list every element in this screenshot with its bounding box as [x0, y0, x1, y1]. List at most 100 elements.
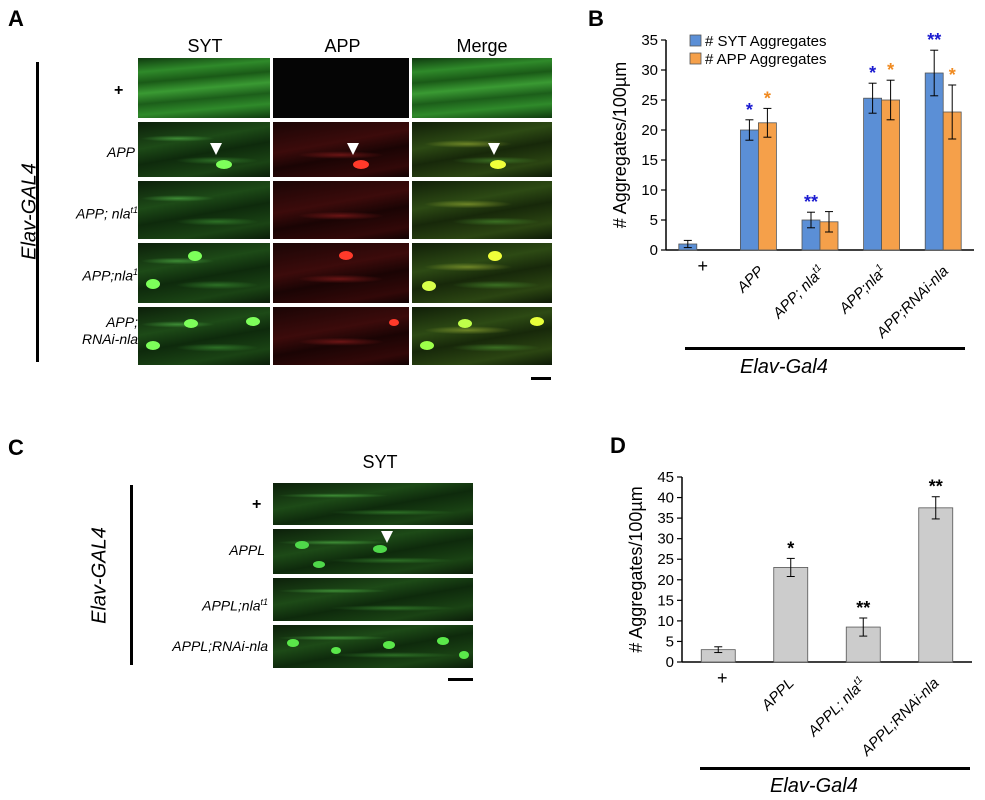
x-tick-label: APPL;RNAi-nla [857, 675, 942, 760]
panel-a-row-app-nla-t1-text: APP; nla [76, 205, 131, 222]
arrowhead-icon [347, 143, 359, 155]
aggregate-spot [490, 160, 506, 169]
panel-c-image-appl [273, 529, 473, 574]
aggregate-spot [339, 251, 353, 260]
aggregate-spot [146, 279, 160, 289]
significance-marker: ** [927, 30, 941, 50]
panel-a-row-app-nla1: APP;nla1 [40, 264, 138, 285]
y-tick-label: 5 [666, 633, 674, 650]
y-tick-label: 5 [650, 212, 658, 229]
aggregate-spot [530, 317, 544, 326]
panel-a-row-app-nla-t1: APP; nlat1 [40, 202, 138, 223]
panel-c-driver-bar [130, 485, 133, 665]
y-tick-label: 10 [657, 613, 674, 630]
y-tick-label: 20 [641, 122, 658, 139]
panel-b-driver-bar [685, 347, 965, 350]
bar [918, 507, 954, 663]
aggregate-spot [420, 341, 434, 350]
significance-marker: * [887, 60, 894, 80]
y-tick-label: 35 [657, 510, 674, 527]
y-tick-label: 35 [641, 32, 658, 49]
arrowhead-icon [488, 143, 500, 155]
panel-a-image-nla-t1-merge [412, 181, 552, 239]
panel-b-driver-label: Elav-Gal4 [740, 356, 828, 378]
panel-a-image-plus-app [273, 58, 409, 118]
y-tick-label: 20 [657, 572, 674, 589]
aggregate-spot [437, 637, 449, 645]
panel-a-image-nla-t1-app [273, 181, 409, 239]
panel-a-image-app-merge [412, 122, 552, 177]
panel-d-driver-bar [700, 767, 970, 770]
panel-a-image-nla1-app [273, 243, 409, 303]
panel-c-row-appl-nla: APPL;nlat1 [160, 594, 268, 615]
panel-c-row-appl: APPL [229, 542, 265, 558]
x-tick-label: APP [733, 263, 767, 297]
panel-d-driver-label: Elav-Gal4 [770, 775, 858, 797]
panel-b-letter: B [588, 6, 604, 31]
panel-a-image-app-app [273, 122, 409, 177]
y-tick-label: 10 [641, 182, 658, 199]
panel-a-row-plus: + [114, 82, 124, 99]
legend-swatch [689, 52, 702, 65]
x-tick-label: APPL; nlat1 [804, 674, 871, 741]
y-axis-label: # Aggregates/100µm [610, 62, 630, 228]
significance-marker: ** [804, 192, 818, 212]
significance-marker: ** [856, 598, 870, 618]
panel-c-image-plus [273, 483, 473, 525]
panel-a-row-app-nla1-text: APP;nla [82, 267, 133, 284]
aggregate-spot [331, 647, 341, 654]
panel-a-image-nla-t1-syt [138, 181, 270, 239]
panel-c-image-appl-rnai [273, 625, 473, 668]
x-tick-label-sup: 1 [874, 262, 886, 274]
panel-c-col-syt: SYT [362, 452, 398, 472]
aggregate-spot [458, 319, 472, 328]
aggregate-spot [459, 651, 469, 659]
aggregate-spot [246, 317, 260, 326]
y-tick-label: 25 [641, 92, 658, 109]
y-tick-label: 25 [657, 551, 674, 568]
panel-a-row-app-rnai-line2: RNAi-nla [81, 331, 138, 347]
y-tick-label: 30 [657, 531, 674, 548]
x-tick-label: + [717, 668, 728, 688]
significance-marker: * [949, 65, 956, 85]
y-tick-label: 15 [641, 152, 658, 169]
legend-entry: # APP Aggregates [705, 51, 827, 68]
panel-a-row-app-rnai: APP; RNAi-nla [40, 314, 138, 348]
panel-a-row-app-rnai-line1: APP; [106, 314, 138, 330]
x-tick-label: APP;RNAi-nla [873, 263, 952, 342]
x-tick-label-sup: t1 [810, 262, 824, 276]
aggregate-spot [287, 639, 299, 647]
aggregate-spot [188, 251, 202, 261]
x-tick-label: APP; nlat1 [768, 262, 829, 323]
significance-marker: ** [929, 477, 943, 497]
aggregate-spot [383, 641, 395, 649]
panel-a-scale-bar [531, 377, 551, 380]
panel-a-row-app: APP [106, 144, 135, 160]
panel-c-row-appl-nla-sup: t1 [260, 597, 268, 607]
bar [739, 129, 759, 251]
aggregate-spot [184, 319, 198, 328]
y-tick-label: 40 [657, 490, 674, 507]
panel-c-row-appl-nla-text: APPL;nla [202, 597, 261, 614]
y-tick-label: 15 [657, 592, 674, 609]
x-tick-label: + [698, 256, 709, 276]
arrowhead-icon [210, 143, 222, 155]
aggregate-spot [313, 561, 325, 568]
aggregate-spot [488, 251, 502, 261]
panel-a-image-rnai-merge [412, 307, 552, 365]
panel-a-row-app-nla1-sup: 1 [132, 267, 138, 277]
panel-a-letter: A [8, 6, 24, 31]
panel-a-image-rnai-app [273, 307, 409, 365]
panel-a-image-nla1-merge [412, 243, 552, 303]
panel-a-image-plus-merge [412, 58, 552, 118]
x-tick-label-sup: t1 [851, 674, 865, 688]
aggregate-spot [373, 545, 387, 553]
y-tick-label: 0 [650, 242, 658, 259]
panel-c-row-plus: + [252, 496, 262, 513]
significance-marker: * [746, 100, 753, 120]
y-tick-label: 0 [666, 654, 674, 671]
panel-d-chart: 0 5 10 15 20 25 30 35 40 45 # Aggregates/100µm + * AP… [626, 469, 972, 760]
bar [757, 122, 777, 251]
panel-c-driver-label: Elav-GAL4 [88, 527, 111, 624]
